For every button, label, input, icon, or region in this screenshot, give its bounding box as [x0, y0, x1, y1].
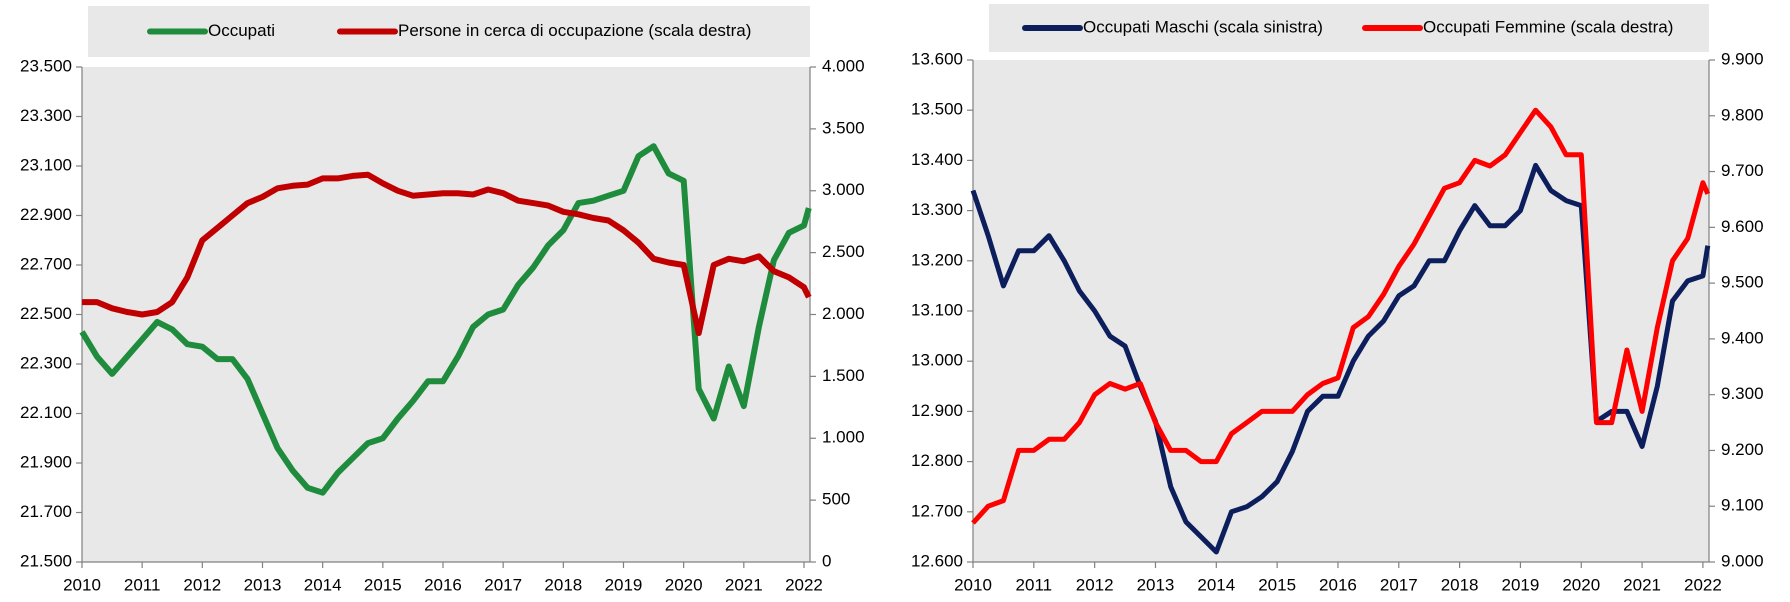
y2-tick-label: 2.500 [822, 242, 865, 261]
y2-tick-label: 3.500 [822, 118, 865, 137]
legend-box [88, 6, 810, 57]
y2-tick-label: 0 [822, 551, 831, 570]
y2-tick-label: 1.000 [822, 428, 865, 447]
legend-box [989, 4, 1709, 52]
y-tick-label: 13.300 [911, 200, 963, 219]
y-tick-label: 12.600 [911, 551, 963, 570]
line [82, 171, 812, 337]
y-tick-label: 22.700 [20, 254, 72, 273]
x-tick-label: 2012 [1076, 575, 1114, 594]
x-tick-label: 2022 [785, 575, 823, 594]
x-tick-label: 2021 [725, 575, 763, 594]
y-tick-label: 23.100 [20, 155, 72, 174]
x-tick-label: 2012 [183, 575, 221, 594]
x-tick-label: 2022 [1684, 575, 1722, 594]
x-tick-label: 2017 [484, 575, 522, 594]
y-tick-label: 13.200 [911, 250, 963, 269]
y2-tick-label: 4.000 [822, 56, 865, 75]
y-tick-label: 23.300 [20, 106, 72, 125]
x-tick-label: 2021 [1623, 575, 1661, 594]
y-tick-label: 12.800 [911, 451, 963, 470]
legend-label: Occupati [208, 21, 275, 40]
y-tick-label: 13.100 [911, 300, 963, 319]
y2-tick-label: 9.000 [1721, 551, 1764, 570]
x-tick-label: 2016 [1319, 575, 1357, 594]
x-tick-label: 2019 [605, 575, 643, 594]
y-tick-label: 23.500 [20, 56, 72, 75]
y2-tick-label: 9.300 [1721, 384, 1764, 403]
legend-label: Occupati Maschi (scala sinistra) [1083, 17, 1323, 36]
legend-label: Persone in cerca di occupazione (scala d… [398, 21, 751, 40]
y-tick-label: 13.000 [911, 351, 963, 370]
x-tick-label: 2011 [1016, 575, 1053, 594]
x-tick-label: 2014 [1197, 575, 1235, 594]
y-tick-label: 22.500 [20, 304, 72, 323]
x-tick-label: 2010 [63, 575, 101, 594]
y2-tick-label: 9.700 [1721, 161, 1764, 180]
y-tick-label: 22.300 [20, 353, 72, 372]
y2-tick-label: 2.000 [822, 304, 865, 323]
y-tick-label: 22.900 [20, 205, 72, 224]
x-tick-label: 2011 [124, 575, 161, 594]
y2-tick-label: 9.500 [1721, 273, 1764, 292]
y2-tick-label: 9.400 [1721, 328, 1764, 347]
y-tick-label: 13.600 [911, 49, 963, 68]
y-tick-label: 13.400 [911, 150, 963, 169]
y2-tick-label: 9.600 [1721, 217, 1764, 236]
x-tick-label: 2015 [1258, 575, 1296, 594]
plot-area [973, 60, 1709, 562]
y-tick-label: 13.500 [911, 100, 963, 119]
x-tick-label: 2010 [954, 575, 992, 594]
y2-tick-label: 3.000 [822, 180, 865, 199]
y-tick-label: 21.900 [20, 452, 72, 471]
y-tick-label: 22.100 [20, 403, 72, 422]
x-tick-label: 2020 [665, 575, 703, 594]
y2-tick-label: 9.800 [1721, 105, 1764, 124]
y-tick-label: 12.700 [911, 501, 963, 520]
x-tick-label: 2018 [1441, 575, 1479, 594]
x-tick-label: 2020 [1562, 575, 1600, 594]
y-tick-label: 12.900 [911, 401, 963, 420]
y2-tick-label: 9.100 [1721, 496, 1764, 515]
y2-tick-label: 9.200 [1721, 440, 1764, 459]
x-tick-label: 2015 [364, 575, 402, 594]
line [79, 143, 812, 496]
y2-tick-label: 1.500 [822, 366, 865, 385]
x-tick-label: 2013 [1137, 575, 1175, 594]
legend-label: Occupati Femmine (scala destra) [1423, 17, 1673, 36]
x-tick-label: 2018 [544, 575, 582, 594]
x-tick-label: 2013 [244, 575, 282, 594]
x-tick-label: 2014 [304, 575, 342, 594]
x-tick-label: 2017 [1380, 575, 1418, 594]
y-tick-label: 21.500 [20, 551, 72, 570]
x-tick-label: 2016 [424, 575, 462, 594]
y-tick-label: 21.700 [20, 502, 72, 521]
y2-tick-label: 500 [822, 490, 850, 509]
x-tick-label: 2019 [1502, 575, 1540, 594]
line [971, 107, 1711, 525]
plot-area [82, 67, 810, 562]
y2-tick-label: 9.900 [1721, 49, 1764, 68]
